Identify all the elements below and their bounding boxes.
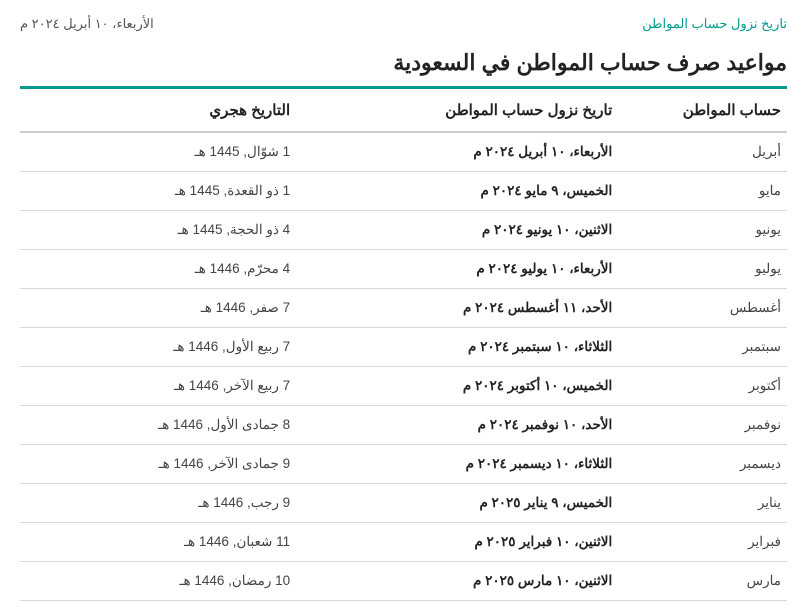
top-bar: تاريخ نزول حساب المواطن الأربعاء، ١٠ أبر… <box>20 10 787 42</box>
cell-month: أكتوبر <box>618 367 787 406</box>
table-row: مارسالاثنين، ١٠ مارس ٢٠٢٥ م10 رمضان, 144… <box>20 562 787 601</box>
cell-hijri: 7 صفر, 1446 هـ <box>20 289 296 328</box>
cell-month: مايو <box>618 172 787 211</box>
cell-month: يناير <box>618 484 787 523</box>
cell-gregorian: الأربعاء، ١٠ يوليو ٢٠٢٤ م <box>296 250 618 289</box>
table-row: مايوالخميس، ٩ مايو ٢٠٢٤ م1 ذو القعدة, 14… <box>20 172 787 211</box>
cell-hijri: 8 جمادى الأول, 1446 هـ <box>20 406 296 445</box>
col-header-month: حساب المواطن <box>618 89 787 132</box>
cell-hijri: 7 ربيع الآخر, 1446 هـ <box>20 367 296 406</box>
table-row: أغسطسالأحد، ١١ أغسطس ٢٠٢٤ م7 صفر, 1446 ه… <box>20 289 787 328</box>
cell-hijri: 1 شوّال, 1445 هـ <box>20 132 296 172</box>
col-header-hijri: التاريخ هجري <box>20 89 296 132</box>
cell-month: يوليو <box>618 250 787 289</box>
table-row: أبريلالأربعاء، ١٠ أبريل ٢٠٢٤ م1 شوّال, 1… <box>20 132 787 172</box>
cell-gregorian: الثلاثاء، ١٠ سبتمبر ٢٠٢٤ م <box>296 328 618 367</box>
cell-gregorian: الخميس، ٩ يناير ٢٠٢٥ م <box>296 484 618 523</box>
cell-gregorian: الثلاثاء، ١٠ ديسمبر ٢٠٢٤ م <box>296 445 618 484</box>
cell-hijri: 4 محرّم, 1446 هـ <box>20 250 296 289</box>
table-row: ديسمبرالثلاثاء، ١٠ ديسمبر ٢٠٢٤ م9 جمادى … <box>20 445 787 484</box>
cell-month: سبتمبر <box>618 328 787 367</box>
breadcrumb[interactable]: تاريخ نزول حساب المواطن <box>642 16 787 32</box>
cell-gregorian: الأحد، ١٠ نوفمبر ٢٠٢٤ م <box>296 406 618 445</box>
cell-gregorian: الأحد، ١١ أغسطس ٢٠٢٤ م <box>296 289 618 328</box>
cell-hijri: 11 شعبان, 1446 هـ <box>20 523 296 562</box>
page-title: مواعيد صرف حساب المواطن في السعودية <box>20 42 787 86</box>
cell-month: أبريل <box>618 132 787 172</box>
table-row: ينايرالخميس، ٩ يناير ٢٠٢٥ م9 رجب, 1446 ه… <box>20 484 787 523</box>
cell-gregorian: الاثنين، ١٠ مارس ٢٠٢٥ م <box>296 562 618 601</box>
today-date: الأربعاء، ١٠ أبريل ٢٠٢٤ م <box>20 16 154 32</box>
cell-hijri: 7 ربيع الأول, 1446 هـ <box>20 328 296 367</box>
cell-gregorian: الاثنين، ١٠ فبراير ٢٠٢٥ م <box>296 523 618 562</box>
cell-hijri: 9 جمادى الآخر, 1446 هـ <box>20 445 296 484</box>
col-header-gregorian: تاريخ نزول حساب المواطن <box>296 89 618 132</box>
table-row: أكتوبرالخميس، ١٠ أكتوبر ٢٠٢٤ م7 ربيع الآ… <box>20 367 787 406</box>
table-row: سبتمبرالثلاثاء، ١٠ سبتمبر ٢٠٢٤ م7 ربيع ا… <box>20 328 787 367</box>
cell-gregorian: الأربعاء، ١٠ أبريل ٢٠٢٤ م <box>296 132 618 172</box>
cell-hijri: 1 ذو القعدة, 1445 هـ <box>20 172 296 211</box>
cell-gregorian: الاثنين، ١٠ يونيو ٢٠٢٤ م <box>296 211 618 250</box>
table-row: فبرايرالاثنين، ١٠ فبراير ٢٠٢٥ م11 شعبان,… <box>20 523 787 562</box>
table-body: أبريلالأربعاء، ١٠ أبريل ٢٠٢٤ م1 شوّال, 1… <box>20 132 787 601</box>
cell-gregorian: الخميس، ٩ مايو ٢٠٢٤ م <box>296 172 618 211</box>
table-row: نوفمبرالأحد، ١٠ نوفمبر ٢٠٢٤ م8 جمادى الأ… <box>20 406 787 445</box>
cell-month: مارس <box>618 562 787 601</box>
cell-month: ديسمبر <box>618 445 787 484</box>
cell-hijri: 9 رجب, 1446 هـ <box>20 484 296 523</box>
cell-hijri: 4 ذو الحجة, 1445 هـ <box>20 211 296 250</box>
cell-month: نوفمبر <box>618 406 787 445</box>
cell-month: يونيو <box>618 211 787 250</box>
cell-month: فبراير <box>618 523 787 562</box>
table-row: يونيوالاثنين، ١٠ يونيو ٢٠٢٤ م4 ذو الحجة,… <box>20 211 787 250</box>
cell-hijri: 10 رمضان, 1446 هـ <box>20 562 296 601</box>
cell-month: أغسطس <box>618 289 787 328</box>
payments-table: حساب المواطن تاريخ نزول حساب المواطن الت… <box>20 89 787 601</box>
table-row: يوليوالأربعاء، ١٠ يوليو ٢٠٢٤ م4 محرّم, 1… <box>20 250 787 289</box>
cell-gregorian: الخميس، ١٠ أكتوبر ٢٠٢٤ م <box>296 367 618 406</box>
table-header-row: حساب المواطن تاريخ نزول حساب المواطن الت… <box>20 89 787 132</box>
